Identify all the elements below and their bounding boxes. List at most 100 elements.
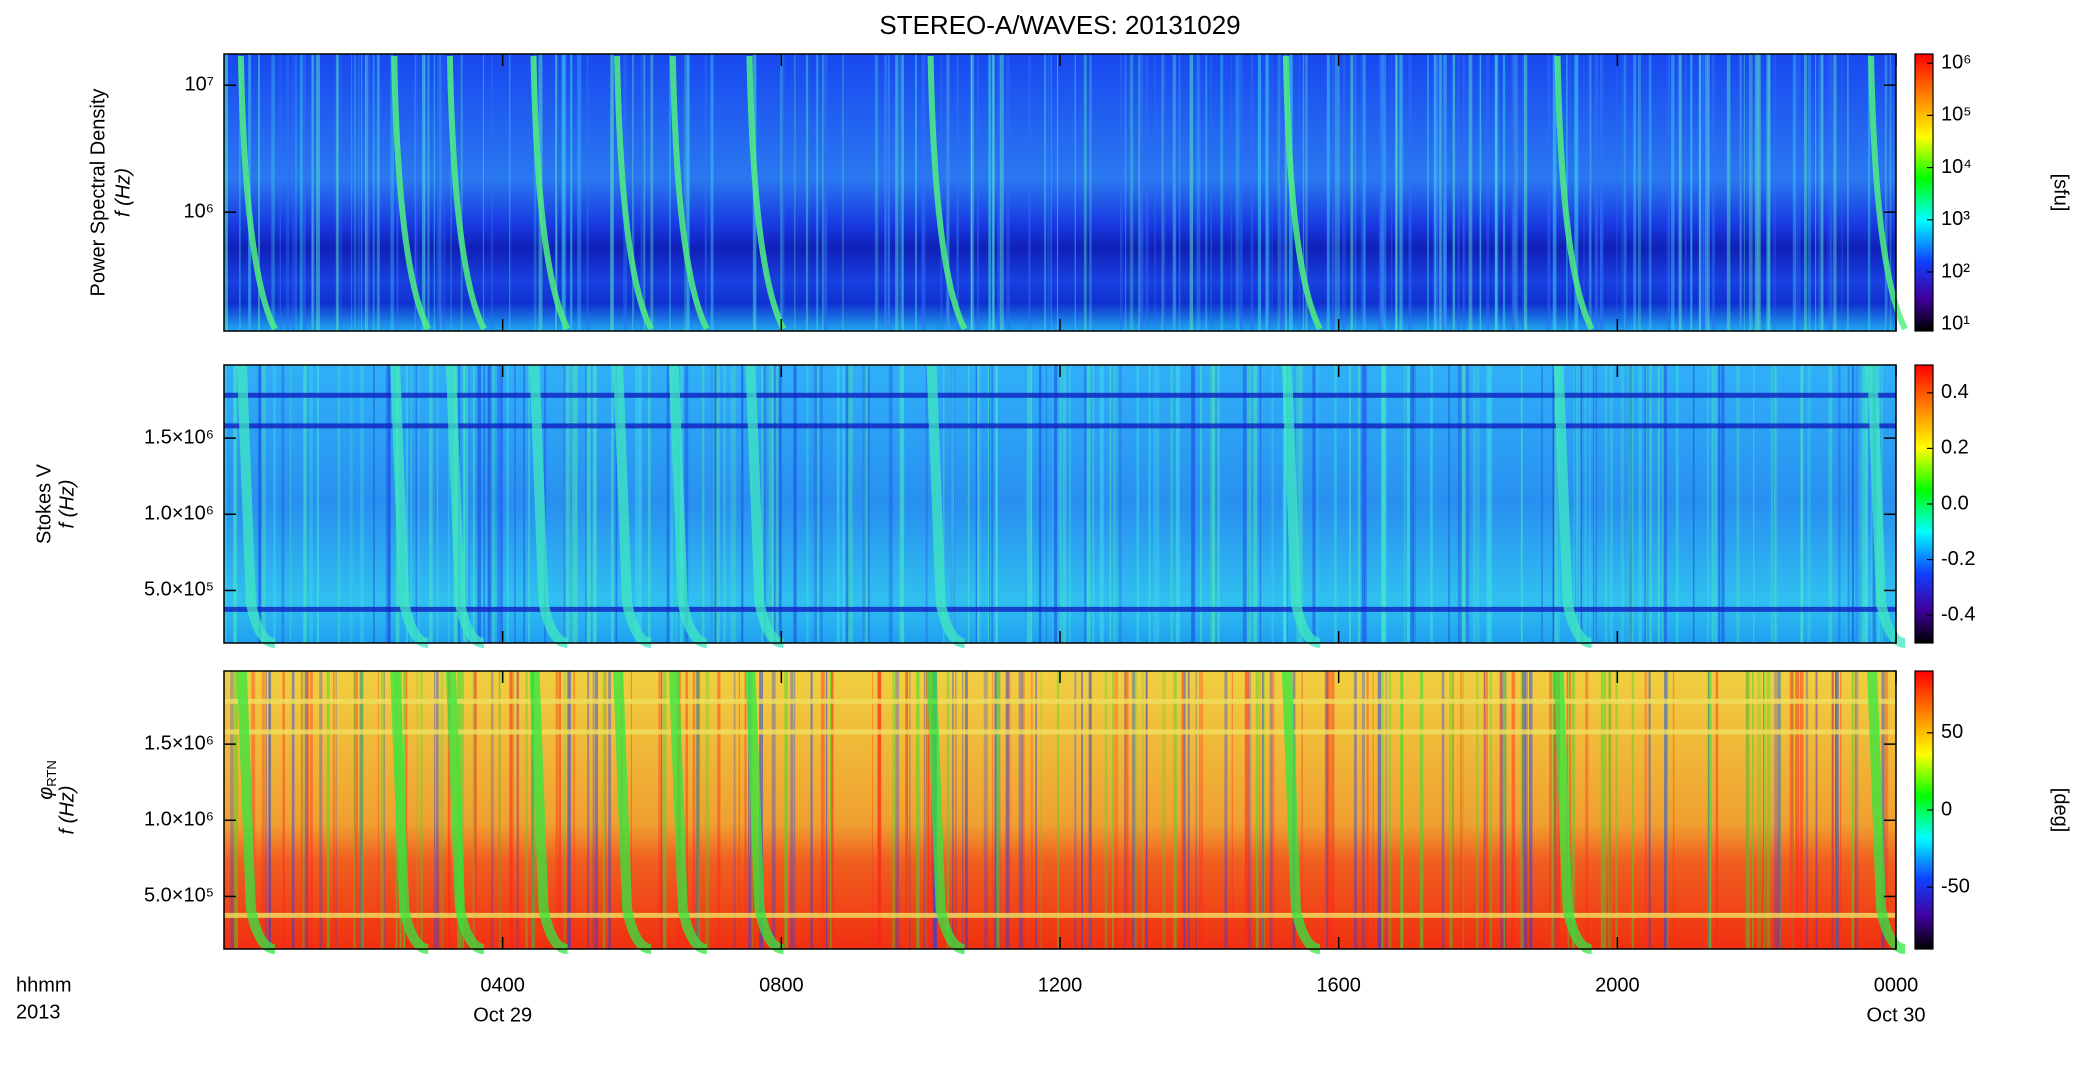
spectrogram-texture bbox=[991, 365, 994, 643]
spectrogram-texture bbox=[1372, 671, 1374, 949]
spectrogram-texture bbox=[1831, 671, 1833, 949]
spectrogram-texture bbox=[406, 365, 409, 643]
spectrogram-texture bbox=[360, 365, 364, 643]
spectrogram-texture bbox=[585, 365, 588, 643]
spectrogram-texture bbox=[1348, 365, 1351, 643]
spectrogram-texture bbox=[1062, 365, 1067, 643]
spectrogram-texture bbox=[1162, 671, 1166, 949]
spectrogram-texture bbox=[793, 365, 797, 643]
spectrogram-texture bbox=[1757, 54, 1761, 331]
spectrogram-texture bbox=[1109, 365, 1112, 643]
spectrogram-texture bbox=[1383, 365, 1387, 643]
spectrogram-texture bbox=[1715, 671, 1719, 949]
spectrogram-texture bbox=[1584, 365, 1587, 643]
spectrogram-texture bbox=[1549, 671, 1552, 949]
spectrogram-texture bbox=[1242, 365, 1247, 643]
spectrogram-texture bbox=[1711, 365, 1714, 643]
spectrogram-texture bbox=[1058, 365, 1063, 643]
spectrogram-texture bbox=[884, 54, 887, 331]
spectrogram-texture bbox=[1856, 671, 1859, 949]
spectrogram-band bbox=[224, 423, 1896, 429]
spectrogram-texture bbox=[1452, 671, 1454, 949]
x-unit-label: hhmm bbox=[16, 974, 72, 996]
spectrogram-texture bbox=[987, 365, 989, 643]
spectrogram-texture bbox=[1575, 365, 1578, 643]
spectrogram-texture bbox=[670, 365, 674, 643]
spectrogram-texture bbox=[460, 671, 465, 949]
spectrogram-texture bbox=[1050, 54, 1053, 331]
spectrogram-texture bbox=[905, 671, 909, 949]
spectrogram-texture bbox=[482, 54, 485, 331]
spectrogram-texture bbox=[1807, 365, 1811, 643]
spectrogram-texture bbox=[472, 671, 476, 949]
spectrogram-texture bbox=[1739, 54, 1742, 331]
spectrogram-texture bbox=[759, 671, 763, 949]
spectrogram-texture bbox=[1286, 365, 1288, 643]
spectrogram-texture bbox=[928, 671, 930, 949]
spectrogram-texture bbox=[233, 365, 238, 643]
spectrogram-texture bbox=[976, 365, 981, 643]
spectrogram-burst bbox=[746, 55, 787, 331]
spectrogram-texture bbox=[1486, 365, 1490, 643]
spectrogram-texture bbox=[390, 54, 394, 331]
spectrogram-texture bbox=[634, 365, 638, 643]
spectrogram-texture bbox=[226, 54, 228, 331]
spectrogram-texture bbox=[1378, 54, 1382, 331]
spectrogram-texture bbox=[955, 671, 957, 949]
spectrogram-texture bbox=[1269, 671, 1273, 949]
spectrogram-texture bbox=[1153, 54, 1157, 331]
y-quantity-subscript: RTN bbox=[44, 760, 59, 786]
spectrogram-texture bbox=[1753, 365, 1755, 643]
spectrogram-texture bbox=[1799, 671, 1804, 949]
spectrogram-texture bbox=[1457, 54, 1460, 331]
spectrogram-texture bbox=[899, 365, 903, 643]
colorbar-tick-label: 0.2 bbox=[1941, 437, 1969, 459]
spectrogram-texture bbox=[1363, 54, 1366, 331]
spectrogram-texture bbox=[595, 671, 598, 949]
spectrogram-texture bbox=[1175, 365, 1180, 643]
spectrogram-texture bbox=[1557, 671, 1561, 949]
spectrogram-texture bbox=[301, 671, 305, 949]
spectrogram-texture bbox=[1074, 671, 1077, 949]
spectrogram-texture bbox=[1828, 365, 1833, 643]
spectrogram-texture bbox=[1364, 365, 1367, 643]
spectrogram-burst bbox=[446, 55, 487, 331]
spectrogram-texture bbox=[1851, 365, 1854, 643]
spectrogram-texture bbox=[1361, 671, 1365, 949]
spectrogram-texture bbox=[967, 365, 970, 643]
spectrogram-texture bbox=[383, 671, 385, 949]
spectrogram-texture bbox=[1633, 54, 1637, 331]
spectrogram-texture bbox=[1442, 54, 1447, 331]
spectrogram-texture bbox=[1247, 365, 1252, 643]
spectrogram-texture bbox=[697, 671, 700, 949]
spectrogram-texture bbox=[1855, 365, 1858, 643]
spectrogram-texture bbox=[1253, 365, 1258, 643]
spectrogram-texture bbox=[723, 365, 726, 643]
spectrogram-texture bbox=[1261, 671, 1265, 949]
spectrogram-texture bbox=[1112, 365, 1117, 643]
spectrogram-texture bbox=[730, 365, 733, 643]
spectrogram-texture bbox=[841, 54, 844, 331]
spectrogram-texture bbox=[1569, 54, 1571, 331]
spectrogram-texture bbox=[1119, 54, 1123, 331]
spectrogram-texture bbox=[1220, 54, 1224, 331]
spectrogram-texture bbox=[1153, 365, 1157, 643]
spectrogram-burst bbox=[1554, 55, 1595, 331]
spectrogram-texture bbox=[925, 671, 928, 949]
spectrogram-texture bbox=[805, 54, 809, 331]
spectrogram-texture bbox=[1600, 671, 1603, 949]
spectrogram-texture bbox=[1839, 671, 1842, 949]
spectrogram-texture bbox=[234, 365, 236, 643]
spectrogram-texture bbox=[666, 365, 670, 643]
spectrogram-texture bbox=[1479, 54, 1481, 331]
spectrogram-texture bbox=[946, 54, 950, 331]
spectrogram-texture bbox=[1161, 54, 1164, 331]
spectrogram-texture bbox=[1882, 671, 1886, 949]
spectrogram-texture bbox=[1028, 365, 1033, 643]
spectrogram-band bbox=[224, 912, 1896, 918]
spectrogram-texture bbox=[822, 54, 824, 331]
spectrogram-texture bbox=[744, 671, 747, 949]
spectrogram-texture bbox=[1022, 671, 1025, 949]
spectrogram-texture bbox=[337, 365, 341, 643]
spectrogram-texture bbox=[1056, 671, 1060, 949]
